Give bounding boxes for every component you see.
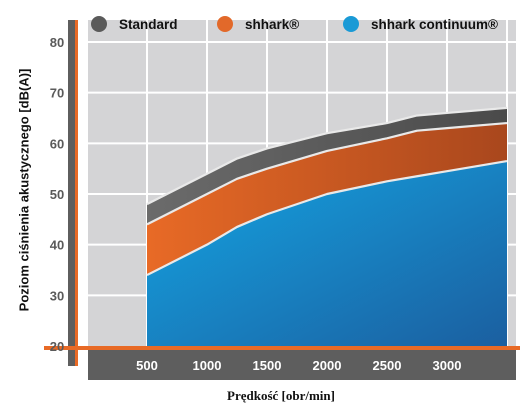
- x-tick-label: 1000: [193, 358, 222, 373]
- x-axis-bar: [88, 350, 516, 380]
- legend-label: shhark continuum®: [371, 16, 498, 32]
- legend-swatch: [343, 16, 359, 32]
- y-tick-label: 50: [50, 187, 64, 202]
- legend-label: Standard: [119, 16, 178, 32]
- x-tick-label: 2000: [313, 358, 342, 373]
- y-tick-label: 80: [50, 35, 64, 50]
- series-line-1: [146, 121, 508, 226]
- legend-item-shhark-continuum: shhark continuum®: [343, 14, 498, 34]
- series-area-2: [147, 161, 507, 346]
- y-axis-label: Poziom ciśnienia akustycznego [dB(A)]: [16, 68, 32, 312]
- y-tick-label: 20: [50, 339, 64, 354]
- y-tick-label: 70: [50, 86, 64, 101]
- x-tick-label: 2500: [373, 358, 402, 373]
- series-lines: [146, 106, 508, 277]
- y-axis-orange-line: [75, 20, 78, 366]
- legend-item-shhark: shhark®: [217, 14, 299, 34]
- x-tick-label: 3000: [433, 358, 462, 373]
- legend-item-standard: Standard: [91, 14, 178, 34]
- series-line-2: [146, 159, 508, 277]
- legend-swatch: [91, 16, 107, 32]
- series-line-0: [146, 106, 508, 206]
- legend-label: shhark®: [245, 16, 300, 32]
- x-tick-label: 500: [136, 358, 158, 373]
- x-axis-orange-line: [44, 346, 520, 350]
- x-tick-label: 1500: [253, 358, 282, 373]
- legend-swatch: [217, 16, 233, 32]
- y-tick-label: 40: [50, 238, 64, 253]
- y-axis-bar: [68, 20, 77, 366]
- y-tick-labels: 20 30 40 50 60 70 80: [50, 35, 64, 354]
- x-axis-label: Prędkość [obr/min]: [227, 388, 335, 403]
- y-tick-label: 30: [50, 288, 64, 303]
- y-tick-label: 60: [50, 136, 64, 151]
- x-tick-labels: 500 1000 1500 2000 2500 3000: [136, 358, 461, 373]
